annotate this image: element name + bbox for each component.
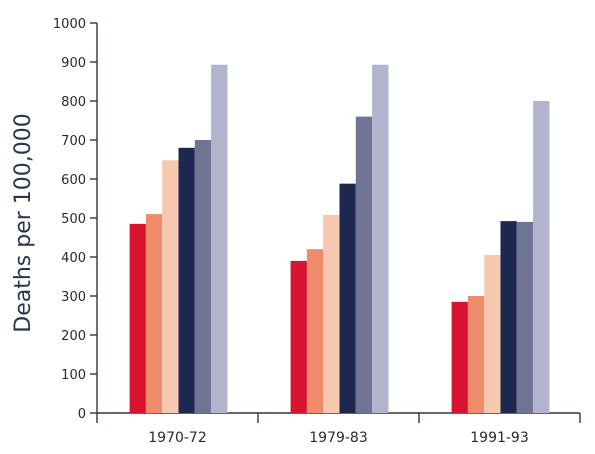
y-tick-label: 500 bbox=[61, 212, 86, 227]
bar bbox=[339, 183, 356, 413]
y-tick-label: 600 bbox=[61, 173, 86, 188]
bar bbox=[290, 260, 307, 413]
bar bbox=[194, 140, 212, 413]
y-axis-title: Deaths per 100,000 bbox=[11, 113, 36, 333]
bar bbox=[323, 214, 340, 413]
bar bbox=[516, 221, 534, 413]
y-tick-label: 700 bbox=[61, 134, 86, 149]
bar bbox=[467, 296, 485, 413]
bar bbox=[533, 101, 550, 413]
bar bbox=[145, 214, 163, 413]
x-category-label: 1991-93 bbox=[470, 430, 529, 446]
y-axis: 0 100 200 300 400 500 600 700 800 900 1000 bbox=[53, 17, 98, 422]
y-tick-label: 100 bbox=[61, 368, 86, 383]
x-category-label: 1979-83 bbox=[309, 430, 368, 446]
y-tick-label: 800 bbox=[61, 95, 86, 110]
y-tick-label: 200 bbox=[61, 329, 86, 344]
y-tick-label: 1000 bbox=[53, 17, 86, 32]
bars bbox=[129, 64, 550, 414]
bar bbox=[500, 221, 517, 413]
bar bbox=[178, 147, 195, 414]
y-tick-label: 900 bbox=[61, 56, 86, 71]
bar bbox=[129, 223, 146, 413]
bar bbox=[451, 301, 468, 413]
x-category-label: 1970-72 bbox=[148, 430, 207, 446]
bar bbox=[162, 160, 179, 413]
bar bbox=[484, 255, 501, 413]
x-axis: 1970-72 1979-83 1991-93 bbox=[96, 412, 581, 446]
bar bbox=[306, 249, 324, 413]
bar bbox=[355, 116, 373, 413]
y-tick-label: 300 bbox=[61, 290, 86, 305]
y-tick-label: 0 bbox=[78, 407, 86, 422]
bar bbox=[211, 64, 228, 413]
bar bbox=[372, 64, 389, 413]
y-tick-label: 400 bbox=[61, 251, 86, 266]
